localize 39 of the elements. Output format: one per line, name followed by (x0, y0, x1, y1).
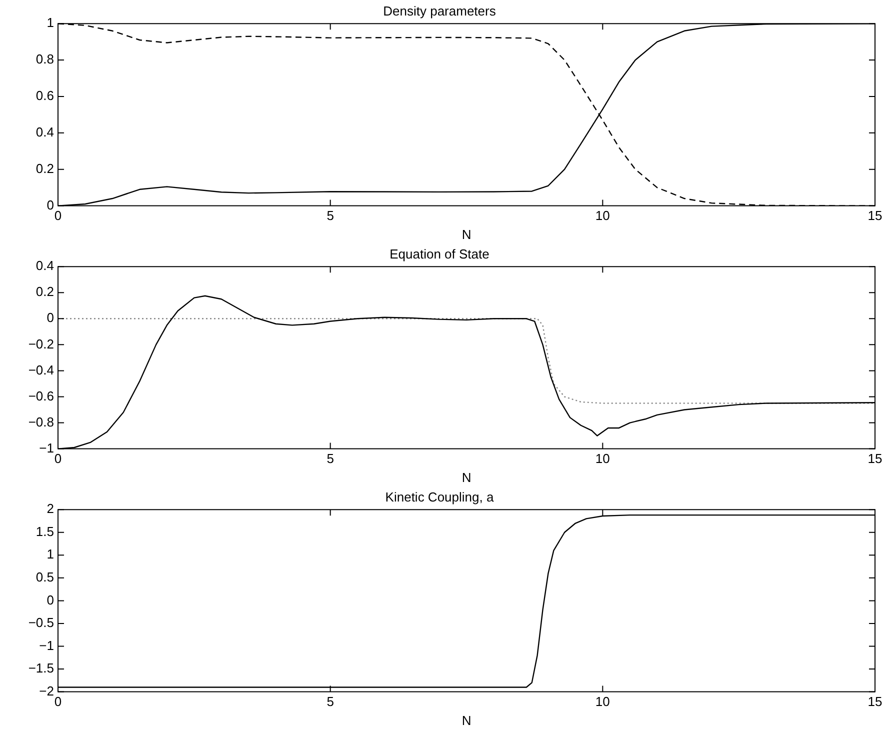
x-tick-label: 15 (868, 208, 882, 224)
y-tick-label: −0.6 (28, 388, 54, 404)
x-axis-title: N (462, 470, 472, 485)
x-tick-label: 10 (595, 451, 610, 466)
y-tick-label: 0 (46, 592, 54, 608)
x-tick-label: 5 (326, 208, 334, 224)
chart-title: Equation of State (390, 246, 490, 262)
y-tick-label: −0.5 (28, 615, 54, 630)
x-axis-title: N (462, 226, 472, 242)
y-tick-label: −1.5 (28, 660, 54, 676)
y-tick-label: 0.8 (36, 52, 54, 67)
y-tick-label: 2 (46, 501, 54, 516)
y-tick-label: −0.4 (28, 362, 54, 378)
y-tick-label: 0.6 (36, 88, 54, 104)
x-tick-label: 10 (595, 208, 610, 224)
x-tick-label: 15 (868, 694, 882, 710)
y-tick-label: 0.4 (36, 258, 54, 274)
y-tick-label: 0.5 (36, 570, 54, 585)
y-tick-label: −1 (39, 440, 54, 456)
y-tick-label: −0.8 (28, 414, 54, 430)
line-series (58, 318, 875, 404)
y-tick-label: 1.5 (36, 524, 54, 539)
y-tick-label: −0.2 (28, 336, 54, 352)
y-tick-label: 0.4 (36, 124, 54, 140)
y-tick-label: 0 (46, 310, 54, 326)
y-tick-label: −1 (39, 638, 54, 653)
chart-title: Kinetic Coupling, a (385, 489, 494, 504)
y-tick-label: −2 (39, 683, 54, 698)
x-tick-label: 5 (326, 451, 334, 466)
x-tick-label: 15 (868, 451, 882, 466)
chart-title: Density parameters (383, 3, 496, 18)
y-tick-label: 1 (46, 546, 54, 562)
x-tick-label: 5 (326, 694, 334, 710)
y-tick-label: 0 (46, 197, 54, 212)
x-tick-label: 10 (595, 694, 610, 710)
y-tick-label: 1 (46, 15, 54, 30)
y-tick-label: 0.2 (36, 284, 54, 300)
x-axis-title: N (462, 712, 472, 728)
y-tick-label: 0.2 (36, 160, 54, 176)
